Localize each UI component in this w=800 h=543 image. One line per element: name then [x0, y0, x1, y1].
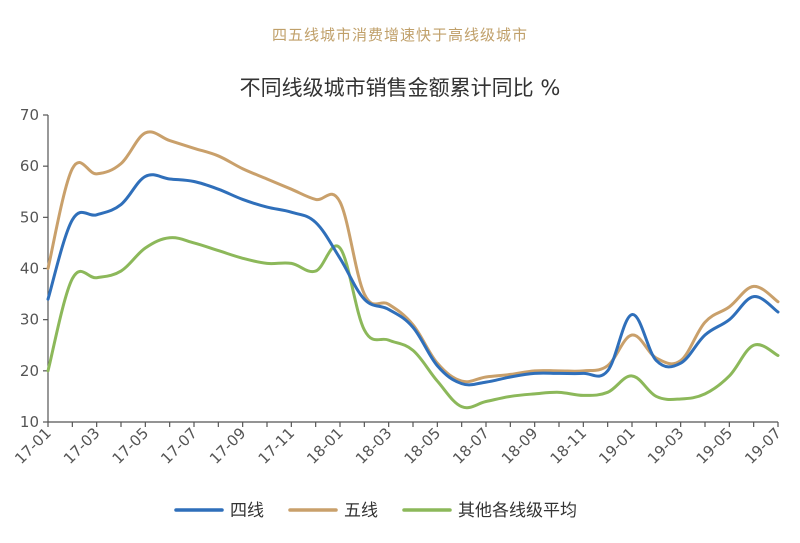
- y-tick-label: 10: [20, 413, 39, 431]
- legend-label: 四线: [230, 501, 264, 521]
- x-tick-label: 17-07: [157, 424, 201, 468]
- y-tick-label: 50: [20, 208, 39, 226]
- x-tick-label: 17-03: [60, 424, 104, 468]
- x-tick-label: 18-11: [547, 424, 591, 468]
- x-tick-label: 18-03: [352, 424, 396, 468]
- x-tick-label: 18-09: [498, 424, 542, 468]
- y-tick-label: 30: [20, 311, 39, 329]
- x-tick-label: 19-07: [741, 424, 785, 468]
- x-tick-label: 18-05: [401, 424, 445, 468]
- x-tick-label: 17-05: [109, 424, 153, 468]
- x-tick-label: 18-01: [303, 424, 347, 468]
- chart-subtitle: 四五线城市消费增速快于高线级城市: [271, 26, 528, 44]
- chart-title: 不同线级城市销售金额累计同比 %: [239, 76, 561, 100]
- legend-label: 五线: [344, 501, 378, 521]
- x-tick-label: 18-07: [449, 424, 493, 468]
- x-tick-label: 19-05: [693, 424, 737, 468]
- legend: 四线 五线 其他各线级平均: [174, 501, 577, 521]
- y-tick-label: 60: [20, 157, 39, 175]
- x-tick-label: 19-03: [644, 424, 688, 468]
- series-line-0: [46, 173, 780, 387]
- x-tick-label: 17-09: [206, 424, 250, 468]
- series-layer: [46, 130, 780, 410]
- y-tick-label: 70: [20, 106, 39, 124]
- y-tick-label: 40: [20, 260, 39, 278]
- series-line-2: [46, 236, 780, 410]
- series-line-1: [46, 130, 780, 384]
- y-tick-label: 20: [20, 362, 39, 380]
- legend-label: 其他各线级平均: [458, 501, 577, 521]
- x-tick-label: 17-11: [255, 424, 299, 468]
- x-tick-label: 19-01: [595, 424, 639, 468]
